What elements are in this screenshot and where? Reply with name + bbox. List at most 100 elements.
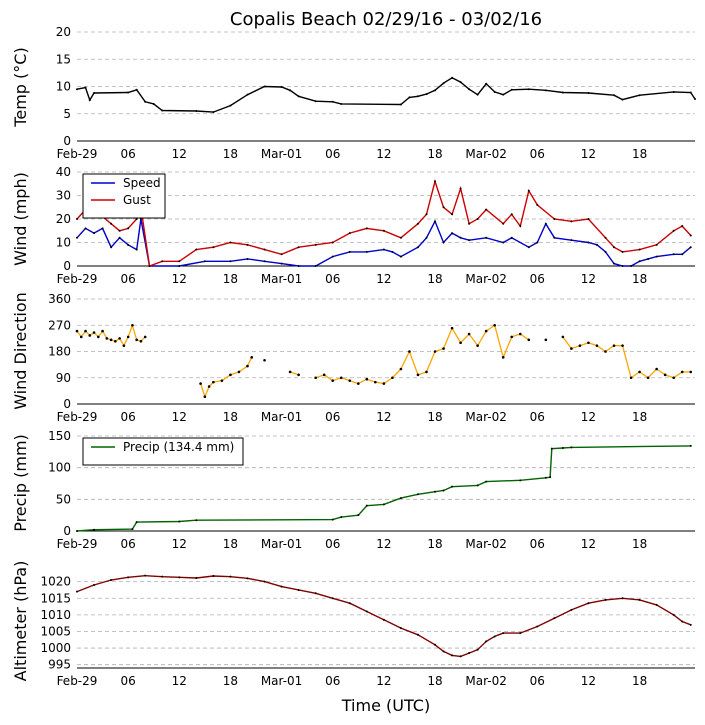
- gust-point: [468, 222, 471, 225]
- temp-point: [544, 89, 547, 92]
- x-tick-label: 12: [581, 410, 596, 424]
- precip-point: [365, 504, 368, 507]
- direction-point: [672, 376, 675, 380]
- direction-point: [212, 380, 215, 384]
- y-tick-label: 50: [56, 492, 71, 506]
- speed-point: [425, 236, 428, 239]
- x-tick-label: 18: [223, 674, 238, 688]
- temp-point: [76, 88, 78, 91]
- direction-point: [105, 337, 109, 340]
- gust-point: [434, 180, 437, 183]
- speed-point: [434, 220, 437, 223]
- direction-point: [621, 344, 624, 347]
- altimeter-point: [365, 610, 368, 613]
- gust-point: [476, 218, 479, 220]
- direction-point: [570, 347, 573, 350]
- gust-point: [570, 220, 573, 223]
- y-tick-label: 5: [63, 107, 71, 121]
- gust-point: [118, 229, 121, 232]
- temp-line: [76, 76, 696, 113]
- direction-point: [135, 338, 138, 342]
- direction-point: [425, 370, 428, 374]
- speed-point: [451, 232, 454, 235]
- temp-point: [280, 86, 283, 89]
- direction-segment: [434, 347, 444, 353]
- temp-point: [84, 86, 87, 89]
- direction-segment: [349, 380, 359, 385]
- y-tick-label: 1010: [40, 608, 71, 622]
- x-tick-label: 06: [530, 410, 545, 424]
- x-tick-label: 06: [325, 674, 340, 688]
- temp-point: [451, 76, 454, 79]
- speed-point: [93, 232, 96, 235]
- speed-point: [510, 236, 513, 239]
- direction-point: [331, 379, 335, 382]
- altimeter-point: [451, 654, 454, 657]
- direction-segment: [468, 333, 479, 347]
- x-tick-label: 18: [427, 272, 442, 286]
- y-tick-label: 150: [48, 429, 71, 443]
- x-tick-label: Mar-02: [465, 147, 506, 161]
- speed-point: [613, 262, 616, 265]
- direction-point: [612, 344, 616, 347]
- direction-segment: [494, 325, 504, 358]
- direction-segment: [647, 368, 658, 379]
- direction-point: [114, 339, 117, 343]
- gust-point: [536, 203, 539, 206]
- precip-point: [331, 518, 334, 521]
- direction-segment: [621, 345, 632, 378]
- temp-point: [476, 93, 479, 96]
- altimeter-point: [297, 588, 300, 591]
- altimeter-point: [416, 633, 419, 636]
- gust-point: [621, 250, 624, 253]
- y-axis-label: Wind Direction: [11, 292, 30, 410]
- direction-point: [416, 373, 420, 377]
- precip-point: [451, 485, 454, 488]
- precip-point: [476, 484, 479, 487]
- speed-point: [280, 262, 283, 265]
- x-tick-label: Mar-02: [465, 674, 506, 688]
- precip-point: [549, 476, 552, 479]
- direction-point: [501, 356, 505, 359]
- gust-point: [638, 248, 641, 251]
- gust-point: [195, 248, 198, 251]
- speed-point: [229, 260, 232, 263]
- gust-point: [442, 206, 445, 209]
- x-tick-label: 06: [530, 147, 545, 161]
- x-tick-label: 12: [172, 410, 187, 424]
- speed-point: [595, 243, 598, 246]
- altimeter-point: [382, 618, 385, 621]
- speed-point: [570, 239, 573, 242]
- speed-point: [536, 241, 539, 244]
- direction-segment: [366, 378, 376, 383]
- y-tick-label: 20: [56, 212, 71, 226]
- direction-segment: [425, 351, 436, 373]
- speed-point: [681, 253, 684, 256]
- direction-point: [484, 329, 488, 333]
- precip-point: [570, 446, 573, 449]
- y-tick-label: 360: [48, 292, 71, 306]
- direction-segment: [639, 371, 649, 379]
- temp-point: [485, 82, 488, 85]
- speed-point: [314, 265, 317, 267]
- y-tick-label: 0: [63, 397, 71, 411]
- y-tick-label: 100: [48, 461, 71, 475]
- x-tick-label: 18: [427, 674, 442, 688]
- x-tick-label: 06: [325, 272, 340, 286]
- direction-point: [297, 373, 300, 377]
- speed-point: [587, 241, 590, 244]
- gust-point: [110, 222, 113, 225]
- x-tick-label: Feb-29: [57, 410, 98, 424]
- direction-point: [433, 350, 437, 353]
- x-tick-label: Mar-01: [261, 410, 302, 424]
- precip-point: [357, 514, 360, 517]
- speed-point: [459, 236, 462, 239]
- precip-point: [195, 519, 198, 522]
- direction-segment: [485, 324, 496, 332]
- direction-point: [84, 329, 87, 333]
- gust-point: [127, 227, 130, 230]
- direction-segment: [400, 351, 411, 370]
- x-tick-label: Feb-29: [57, 674, 98, 688]
- x-tick-label: 18: [632, 674, 647, 688]
- precip-point: [550, 447, 553, 450]
